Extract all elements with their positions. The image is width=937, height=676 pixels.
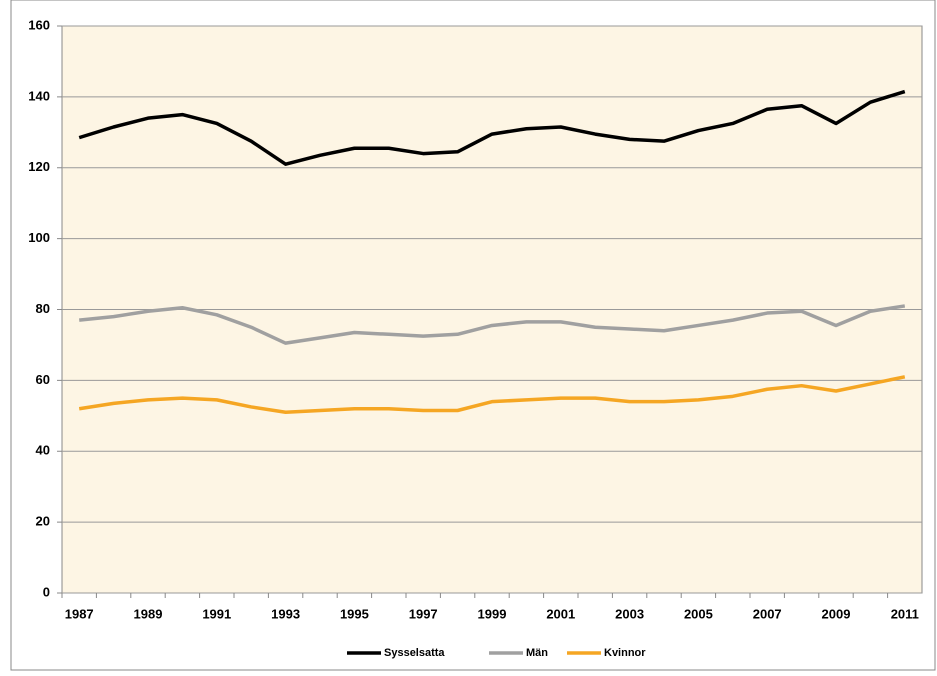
x-tick-label: 1989 — [134, 606, 163, 621]
y-tick-label: 40 — [36, 443, 50, 458]
x-tick-label: 2003 — [615, 606, 644, 621]
y-tick-label: 160 — [28, 17, 50, 32]
legend-label: Sysselsatta — [384, 647, 445, 659]
x-tick-label: 2007 — [753, 606, 782, 621]
x-tick-label: 2001 — [546, 606, 575, 621]
y-tick-label: 20 — [36, 514, 50, 529]
y-tick-label: 120 — [28, 159, 50, 174]
series-line — [78, 375, 906, 415]
y-tick-label: 100 — [28, 230, 50, 245]
legend-label: Kvinnor — [604, 647, 646, 659]
x-tick-label: 2011 — [891, 606, 919, 621]
x-tick-label: 1987 — [65, 606, 94, 621]
legend-label: Män — [526, 647, 548, 659]
x-tick-label: 1991 — [202, 606, 231, 621]
x-tick-label: 1997 — [409, 606, 438, 621]
y-tick-label: 140 — [28, 88, 50, 103]
y-tick-label: 0 — [43, 584, 50, 599]
x-tick-label: 2005 — [684, 606, 713, 621]
series-line — [78, 89, 906, 166]
x-tick-label: 1993 — [271, 606, 300, 621]
series-line — [79, 304, 906, 345]
x-tick-label: 2009 — [822, 606, 851, 621]
x-tick-label: 1995 — [340, 606, 369, 621]
x-tick-label: 1999 — [478, 606, 507, 621]
y-tick-label: 80 — [36, 301, 50, 316]
y-tick-label: 60 — [36, 372, 50, 387]
